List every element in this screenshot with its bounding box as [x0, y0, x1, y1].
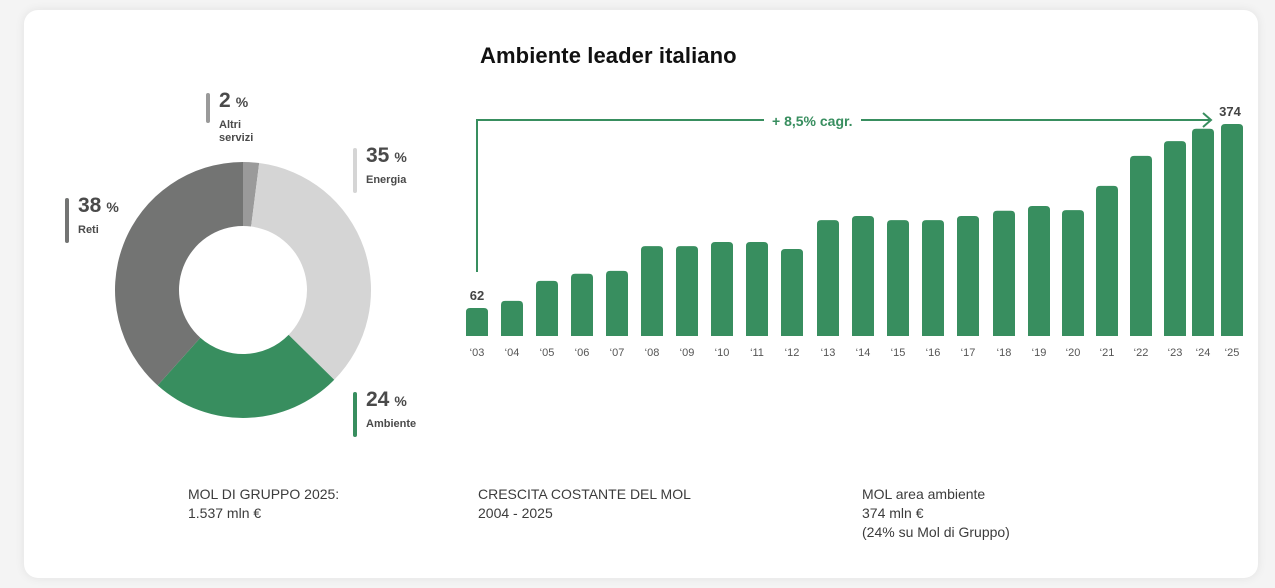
bar-16	[922, 220, 944, 336]
legend-value: 35	[366, 144, 390, 167]
x-tick-label: ‘21	[1100, 347, 1115, 359]
cagr-label: + 8,5% cagr.	[764, 113, 861, 129]
bar-21	[1096, 185, 1118, 336]
x-tick-label: ‘12	[785, 347, 800, 359]
x-tick-label: ‘17	[961, 347, 976, 359]
x-tick-label: ‘10	[715, 347, 730, 359]
bar-07	[606, 270, 628, 336]
x-tick-label: ‘13	[821, 347, 836, 359]
percent-sign: %	[394, 149, 407, 165]
bar-12	[781, 249, 803, 336]
bar-06	[571, 273, 593, 336]
x-tick-label: ‘20	[1066, 347, 1081, 359]
bar-20	[1062, 210, 1084, 336]
bar-25	[1221, 124, 1243, 336]
bar-18	[993, 210, 1015, 336]
x-tick-label: ‘14	[856, 347, 871, 359]
bar-11	[746, 241, 768, 336]
x-tick-label: ‘16	[926, 347, 941, 359]
footer-value: 1.537 mln €	[188, 505, 262, 521]
x-tick-label: ‘18	[997, 347, 1012, 359]
x-tick-label: ‘25	[1225, 347, 1240, 359]
percent-sign: %	[235, 94, 249, 110]
donut-slice-reti	[114, 162, 243, 386]
footer-note: (24% su Mol di Gruppo)	[862, 524, 1010, 540]
cagr-bracket-line	[476, 119, 1210, 272]
legend-label: Energia	[366, 174, 407, 186]
legend-marker	[353, 148, 357, 193]
x-tick-label: ‘19	[1032, 347, 1047, 359]
x-tick-label: ‘07	[610, 347, 625, 359]
footer-heading: MOL area ambiente	[862, 486, 986, 502]
bar-09	[676, 246, 698, 336]
x-tick-label: ‘11	[750, 347, 764, 359]
bar-chart	[466, 124, 1243, 336]
legend-value: 38	[78, 194, 102, 217]
footer-ambiente: MOL area ambiente 374 mln € (24% su Mol …	[862, 485, 1010, 542]
donut-chart	[114, 162, 371, 418]
legend-value: 2	[219, 89, 231, 112]
bar-22	[1130, 155, 1152, 336]
footer-value: 2004 - 2025	[478, 505, 553, 521]
bar-23	[1164, 141, 1186, 336]
x-tick-label: ‘04	[505, 347, 520, 359]
legend-marker	[206, 93, 210, 123]
bar-data-label-first: 62	[470, 288, 484, 303]
bar-15	[887, 220, 909, 336]
cagr-arrowhead-icon	[1202, 112, 1213, 128]
footer-value: 374 mln €	[862, 505, 924, 521]
chart-title: Ambiente leader italiano	[480, 43, 737, 68]
bar-10	[711, 241, 733, 336]
legend-marker	[65, 198, 69, 243]
footer-group-mol: MOL DI GRUPPO 2025: 1.537 mln €	[188, 485, 339, 523]
bar-data-label-last: 374	[1219, 104, 1241, 119]
x-tick-label: ‘08	[645, 347, 660, 359]
legend-label: Ambiente	[366, 418, 417, 430]
x-tick-label: ‘15	[891, 347, 906, 359]
bar-13	[817, 220, 839, 336]
bar-17	[957, 216, 979, 336]
x-tick-label: ‘09	[680, 347, 695, 359]
legend-label: Altri	[219, 119, 241, 131]
x-tick-label: ‘23	[1168, 347, 1183, 359]
donut-slice-ambiente	[157, 334, 335, 418]
x-tick-label: ‘24	[1196, 347, 1211, 359]
bar-03	[466, 308, 488, 336]
x-axis-ticks: ‘03 ‘04 ‘05 ‘06 ‘07 ‘08 ‘09 ‘10 ‘11 ‘12 ‘13 ‘14 ‘15 ‘…	[470, 347, 1240, 359]
bar-14	[852, 216, 874, 336]
bar-24	[1192, 128, 1214, 336]
footer-growth: CRESCITA COSTANTE DEL MOL 2004 - 2025	[478, 485, 691, 523]
legend-value: 24	[366, 388, 390, 411]
x-tick-label: ‘05	[540, 347, 555, 359]
bar-08	[641, 246, 663, 336]
legend-label: Reti	[78, 224, 99, 236]
x-tick-label: ‘22	[1134, 347, 1149, 359]
percent-sign: %	[394, 393, 407, 409]
footer-heading: CRESCITA COSTANTE DEL MOL	[478, 486, 691, 502]
bar-05	[536, 280, 558, 336]
donut-slice-energia	[251, 163, 371, 380]
x-tick-label: ‘03	[470, 347, 485, 359]
cagr-arrow	[476, 112, 1213, 272]
bar-19	[1028, 205, 1050, 336]
footer-heading: MOL DI GRUPPO 2025:	[188, 486, 340, 502]
legend-label: servizi	[219, 132, 254, 144]
legend-marker	[353, 392, 357, 437]
x-tick-label: ‘06	[575, 347, 590, 359]
percent-sign: %	[106, 199, 119, 215]
donut-slice-altri-servizi	[243, 162, 260, 227]
bar-04	[501, 300, 523, 336]
